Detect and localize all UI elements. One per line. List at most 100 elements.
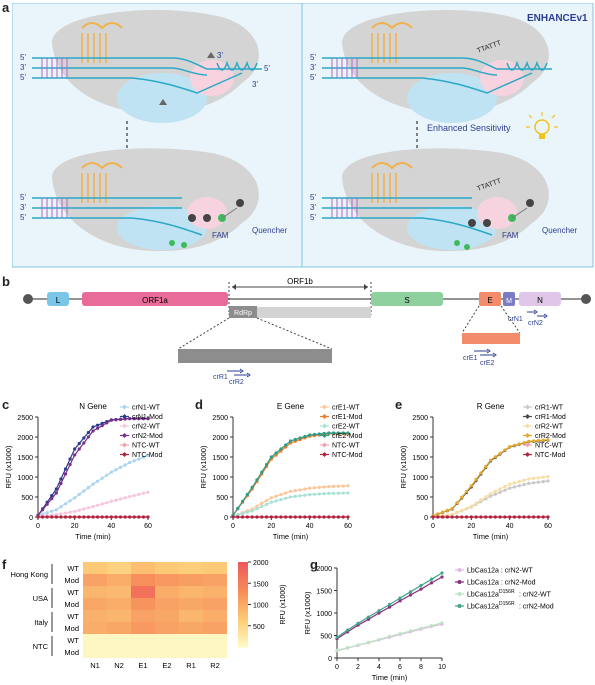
data-point (36, 515, 40, 519)
data-point (541, 480, 545, 484)
data-point (479, 515, 483, 519)
quencher-label-left: Quencher (252, 226, 287, 235)
colorbar-segment (238, 562, 248, 565)
heatmap-col-label: N1 (90, 661, 100, 670)
data-point (91, 515, 95, 519)
data-point (464, 515, 469, 519)
data-point (522, 483, 526, 487)
label-5prime-bl: 5' (20, 193, 26, 202)
data-point (440, 621, 444, 625)
data-point (484, 495, 488, 499)
legend-label: crR2-WT (535, 424, 564, 431)
x-tick-label: 20 (267, 523, 275, 530)
data-point (288, 495, 293, 499)
legend-swatch-marker (322, 404, 327, 410)
data-point (73, 509, 77, 513)
heatmap-cell (203, 562, 227, 574)
e-zoom (462, 333, 520, 344)
x-tick-label: 0 (335, 664, 339, 671)
data-point (512, 485, 517, 489)
heatmap-cell (203, 646, 227, 658)
data-point (356, 643, 360, 647)
colorbar-segment (238, 593, 248, 597)
data-point (141, 515, 146, 519)
colorbar-label: RFU (x1000) (280, 584, 287, 624)
gene-N-label: N (537, 296, 543, 305)
data-point (408, 590, 413, 594)
heatmap-cell (203, 574, 227, 586)
data-point (541, 475, 545, 479)
data-point (455, 501, 459, 505)
heatmap-row-label: Mod (64, 624, 79, 633)
gene-N (519, 292, 561, 306)
data-point (91, 482, 95, 486)
data-point (77, 515, 81, 519)
legend-label: crN1-Mod (132, 414, 163, 421)
data-point (50, 494, 54, 498)
data-point (503, 485, 507, 489)
data-point (336, 491, 341, 495)
enhanced-sensitivity-label: Enhanced Sensitivity (427, 123, 511, 133)
data-point (488, 494, 493, 498)
x-tick-label: 10 (438, 664, 446, 671)
data-point (336, 484, 341, 488)
data-point (387, 605, 392, 609)
data-point (250, 515, 254, 519)
data-point (95, 503, 100, 507)
data-point (54, 508, 58, 512)
colorbar-segment (238, 615, 248, 618)
data-point (264, 515, 269, 519)
heatmap-cell (179, 610, 203, 622)
orf1b-label: ORF1b (287, 277, 313, 286)
heatmap-col-label: N2 (114, 661, 124, 670)
y-tick-label: 1500 (412, 455, 428, 462)
data-point (63, 515, 68, 519)
data-point (512, 443, 517, 447)
data-point (264, 463, 269, 467)
data-point (298, 436, 302, 440)
data-point (114, 515, 118, 519)
data-point (327, 491, 331, 495)
data-point (91, 505, 95, 509)
data-point (474, 501, 478, 505)
heatmap-cell (179, 622, 203, 634)
legend-swatch-marker (525, 452, 530, 457)
data-point (68, 510, 72, 514)
data-point (260, 505, 264, 509)
data-point (366, 617, 371, 621)
colorbar-segment (238, 576, 248, 580)
data-point (123, 463, 127, 467)
data-point (341, 515, 345, 519)
data-point (284, 496, 288, 500)
y-tick-label: 500 (21, 495, 33, 502)
label-5prime-tl: 5' (264, 64, 270, 73)
colorbar-tick-label: 500 (253, 624, 265, 631)
data-point (50, 515, 54, 519)
data-point (317, 515, 321, 519)
colorbar-segment (238, 566, 248, 569)
data-point (274, 494, 278, 498)
data-point (100, 515, 104, 519)
x-tick-label: 40 (107, 523, 115, 530)
y-tick-label: 1000 (17, 475, 33, 482)
data-point (546, 475, 550, 479)
data-point (532, 476, 536, 480)
data-point (429, 581, 434, 585)
x-tick-label: 60 (344, 523, 352, 530)
legend-label-sup: D156R (499, 601, 515, 607)
data-point (86, 435, 91, 439)
heatmap-cell (83, 634, 107, 646)
label-5prime-br2: 5' (310, 213, 316, 222)
data-point (45, 515, 49, 519)
gene-M-label: M (506, 298, 512, 305)
heatmap-row-label: Mod (64, 648, 79, 657)
data-point (498, 515, 502, 519)
heatmap-cell (107, 586, 131, 598)
data-point (269, 496, 273, 500)
colorbar-segment (238, 591, 248, 595)
gene-E-label: E (487, 296, 492, 305)
data-point (532, 515, 536, 519)
data-point (264, 499, 269, 503)
legend-label: crE2-Mod (332, 433, 362, 440)
cas12a-complex-top-left (32, 10, 262, 123)
